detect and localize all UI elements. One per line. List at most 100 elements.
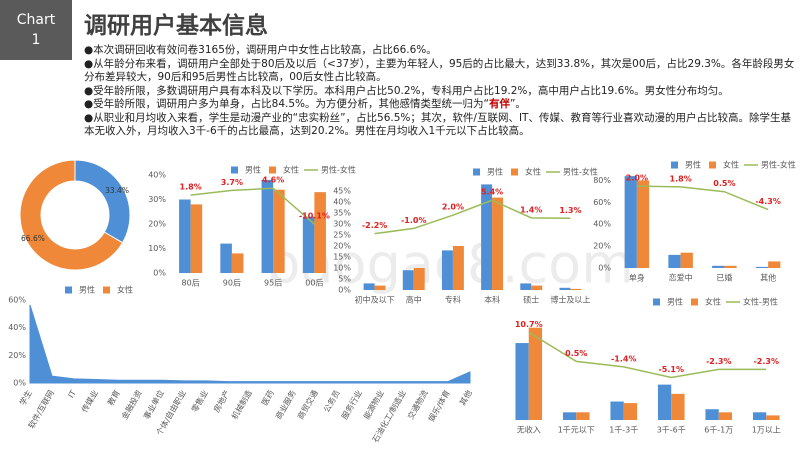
bullet: 受年龄所限，多数调研用户具有本科及以下学历。本科用户占比50.2%，专科用户占比…	[84, 85, 796, 99]
page-title: 调研用户基本信息	[84, 13, 268, 39]
data-label: 33.4%	[105, 186, 129, 195]
legend-swatch	[269, 166, 276, 174]
bar	[718, 412, 733, 420]
bullet-text: 从职业和月均收入来看，学生是动漫产业的“忠实粉丝”，占比56.5%；其次，软件/…	[84, 111, 791, 138]
y-tick-label: 10%	[333, 264, 351, 273]
x-tick-label: 本科	[484, 295, 500, 305]
legend-label: 女性	[525, 167, 541, 177]
data-label: -2.2%	[362, 221, 388, 230]
x-tick-label: 商业服务	[273, 388, 298, 421]
bar	[559, 287, 571, 290]
legend-swatch	[691, 298, 698, 306]
legend-swatch	[511, 168, 518, 176]
bullet-text: 有伴	[488, 98, 510, 110]
y-tick-label: 30%	[333, 220, 351, 229]
tab-number: 1	[31, 32, 41, 48]
bar	[610, 401, 624, 420]
y-tick-label: 20%	[593, 242, 611, 251]
legend-label: 女性	[117, 285, 133, 295]
bar	[190, 204, 203, 273]
bullet-text: ”。	[509, 98, 526, 110]
bar	[374, 285, 386, 290]
y-tick-label: 30%	[148, 195, 166, 204]
bar	[220, 243, 232, 273]
y-tick-label: 45%	[333, 187, 351, 196]
bullet-text: 本次调研回收有效问卷3165份，调研用户中女性占比较高，占比66.6%。	[93, 44, 437, 56]
bar	[492, 197, 504, 290]
legend-swatch	[709, 161, 716, 169]
data-label: 2.0%	[442, 203, 464, 212]
bar	[576, 412, 590, 420]
y-tick-label: 20%	[148, 220, 166, 229]
data-label: 10.7%	[515, 320, 543, 329]
y-tick-label: 5%	[338, 275, 351, 284]
x-tick-label: 初中及以下	[355, 295, 395, 305]
x-tick-label: 高中	[406, 295, 422, 305]
legend-label: 男性	[245, 165, 261, 175]
bar	[705, 409, 719, 420]
y-tick-label: 40%	[148, 171, 166, 180]
y-tick-label: 40%	[593, 220, 611, 229]
y-tick-label: 40%	[333, 198, 351, 207]
x-tick-label: 传媒业	[79, 388, 100, 414]
y-tick-label: 40%	[8, 323, 26, 332]
bar	[668, 254, 681, 268]
x-tick-label: 已婚	[716, 273, 732, 283]
y-tick-label: 20%	[8, 351, 26, 360]
data-label: 5.4%	[481, 188, 503, 197]
x-tick-label: 商贸交通	[295, 388, 320, 421]
bar	[766, 415, 780, 420]
data-label: 2.0%	[626, 174, 648, 183]
legend-label: 男性	[79, 285, 95, 295]
x-tick-label: 金融投资	[119, 388, 144, 421]
bar	[413, 268, 425, 290]
x-tick-label: 90后	[223, 278, 241, 288]
y-tick-label: 0%	[153, 269, 166, 278]
bar	[657, 384, 672, 420]
data-label: 4.6%	[262, 176, 284, 185]
data-label: 0.5%	[565, 349, 587, 358]
data-label: -4.3%	[755, 197, 781, 206]
x-tick-label: 其他	[457, 388, 474, 407]
tab-word: Chart	[16, 12, 56, 28]
y-tick-label: 20%	[333, 242, 351, 251]
bar	[441, 250, 453, 290]
bar	[314, 192, 326, 273]
legend-label: 女性-男性	[743, 297, 778, 307]
x-tick-label: 医药	[259, 388, 276, 407]
legend-swatch	[103, 286, 110, 294]
x-tick-label: 其他	[760, 273, 776, 283]
legend-label: 男性-女性	[761, 160, 796, 170]
data-label: 1.4%	[520, 205, 542, 214]
bullet: 从年龄分布来看，调研用户全部处于80后及以后（<37岁），主要为年轻人，95后的…	[84, 58, 796, 85]
data-label: -1.4%	[611, 354, 637, 363]
data-label: -2.3%	[753, 357, 779, 366]
bullet: 本次调研回收有效问卷3165份，调研用户中女性占比较高，占比66.6%。	[84, 44, 796, 58]
x-tick-label: 专科	[445, 295, 461, 305]
y-tick-label: 25%	[333, 231, 351, 240]
bar	[231, 253, 244, 273]
difference-line	[374, 199, 571, 235]
bullet-text: 受年龄所限，调研用户多为单身，占比84.5%。为方便分析，其他感情类型统一归为“	[93, 98, 489, 110]
bar	[752, 412, 767, 420]
x-tick-label: 00后	[305, 278, 323, 288]
y-tick-label: 0%	[598, 264, 611, 273]
y-tick-label: 60%	[8, 296, 26, 305]
y-tick-label: 15%	[333, 253, 351, 262]
x-tick-label: 1千元以下	[558, 425, 595, 435]
x-tick-label: IT	[66, 389, 77, 400]
x-tick-label: 事业单位	[141, 388, 166, 421]
x-tick-label: 学生	[17, 388, 34, 407]
bullet: 受年龄所限，调研用户多为单身，占比84.5%。为方便分析，其他感情类型统一归为“…	[84, 98, 796, 112]
x-tick-label: 娱乐/体育	[426, 388, 452, 423]
donut-slice	[19, 159, 124, 271]
x-tick-label: 95后	[264, 278, 282, 288]
bar	[515, 343, 529, 420]
bar	[768, 261, 781, 268]
x-tick-label: 服务行业	[339, 388, 364, 421]
bar	[481, 184, 493, 290]
x-tick-label: 博士及以上	[550, 295, 590, 305]
legend-label: 女性	[705, 297, 721, 307]
